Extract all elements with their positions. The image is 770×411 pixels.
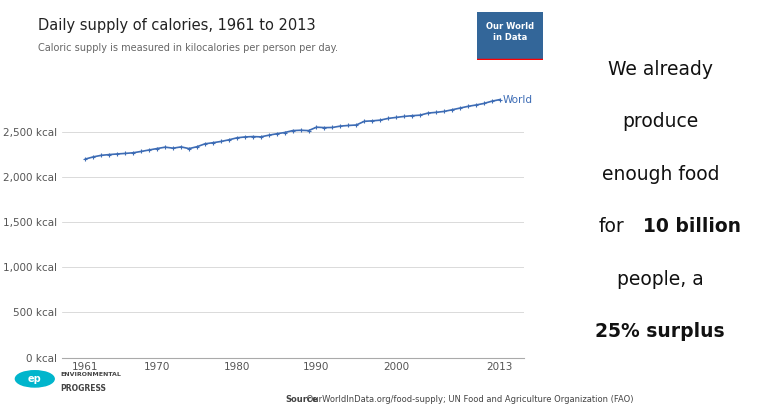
Text: 25% surplus: 25% surplus: [595, 322, 725, 341]
Text: people, a: people, a: [617, 270, 704, 289]
Text: enough food: enough food: [601, 165, 719, 184]
Text: OurWorldInData.org/food-supply; UN Food and Agriculture Organization (FAO): OurWorldInData.org/food-supply; UN Food …: [304, 395, 634, 404]
Text: We already: We already: [608, 60, 713, 79]
Text: for: for: [599, 217, 624, 236]
Text: 10 billion: 10 billion: [643, 217, 741, 236]
Text: Daily supply of calories, 1961 to 2013: Daily supply of calories, 1961 to 2013: [38, 18, 316, 33]
Text: Source: Source: [285, 395, 318, 404]
Circle shape: [15, 371, 54, 387]
Text: ENVIRONMENTAL: ENVIRONMENTAL: [61, 372, 122, 377]
Text: Our World
in Data: Our World in Data: [486, 22, 534, 42]
Text: Caloric supply is measured in kilocalories per person per day.: Caloric supply is measured in kilocalori…: [38, 43, 339, 53]
Text: PROGRESS: PROGRESS: [61, 384, 106, 393]
Text: World: World: [503, 95, 533, 105]
Text: ep: ep: [28, 374, 42, 384]
Text: produce: produce: [622, 112, 698, 131]
